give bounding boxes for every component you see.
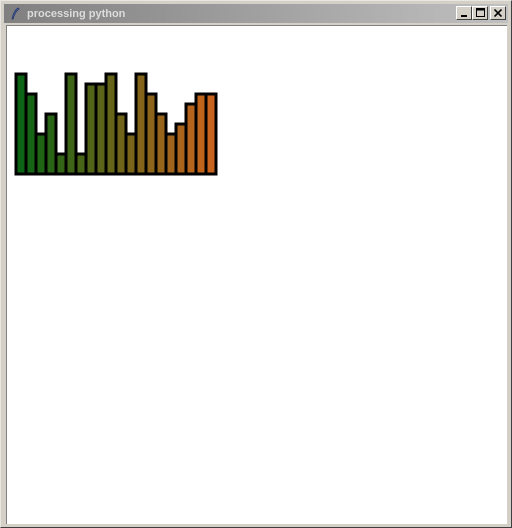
- bar-chart-sketch: [14, 72, 218, 176]
- maximize-button[interactable]: [472, 6, 488, 20]
- title-bar[interactable]: processing python: [4, 4, 508, 23]
- bar-6: [64, 72, 78, 176]
- close-icon: [493, 4, 503, 22]
- window-title: processing python: [27, 7, 126, 20]
- feather-pen-icon[interactable]: [8, 6, 22, 21]
- bar-20: [204, 92, 218, 176]
- minimize-icon: [460, 4, 468, 22]
- bar-4: [44, 112, 58, 176]
- sketch-canvas-area[interactable]: [6, 25, 507, 524]
- close-button[interactable]: [490, 6, 506, 20]
- minimize-button[interactable]: [456, 6, 472, 20]
- maximize-icon: [475, 4, 485, 22]
- window-controls: [456, 6, 506, 20]
